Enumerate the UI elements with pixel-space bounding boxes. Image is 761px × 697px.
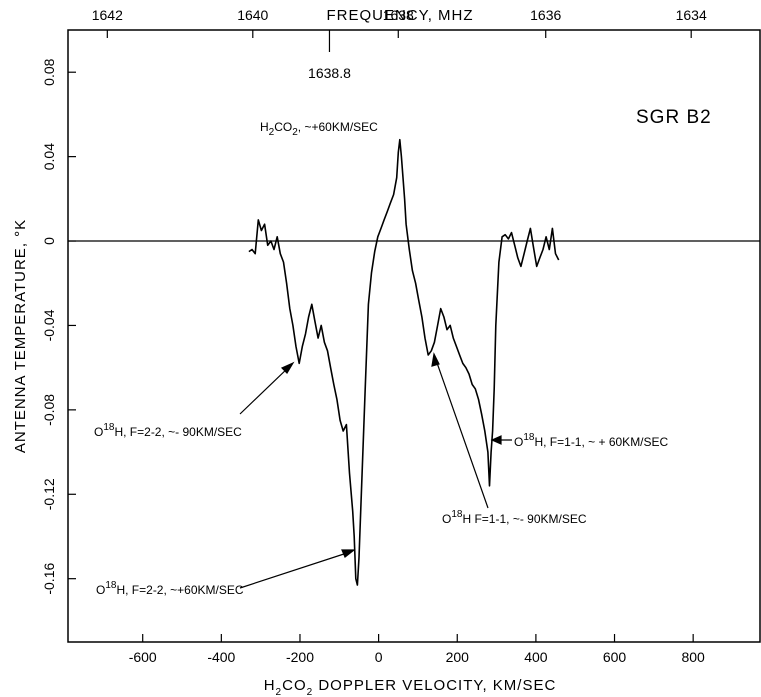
annotation-o18h-22-m90: O18H, F=2-2, ~- 90KM/SEC [94, 422, 242, 439]
top-tick-label: 1634 [676, 7, 707, 23]
y-tick-label: 0.08 [41, 58, 57, 85]
x-axis-title-h: H [264, 677, 276, 694]
annotation-arrows [239, 352, 512, 589]
annotation-o18h-11-p60: O18H, F=1-1, ~ + 60KM/SEC [514, 432, 669, 449]
arrowhead-o18h-11-m90 [431, 352, 440, 367]
x-tick-label: -400 [207, 649, 235, 665]
x-axis-title-rest: DOPPLER VELOCITY, KM/SEC [313, 677, 556, 694]
x-tick-label: 800 [681, 649, 705, 665]
spectrum-series-line [248, 138, 560, 586]
x-axis-title: H2CO2 DOPPLER VELOCITY, KM/SEC [264, 677, 557, 697]
y-tick-label: -0.08 [41, 394, 57, 426]
x-tick-label: 0 [375, 649, 383, 665]
x-axis-title-co: CO [282, 677, 307, 694]
y-tick-label: -0.16 [41, 563, 57, 595]
y-axis-title: ANTENNA TEMPERATURE, °K [12, 219, 29, 453]
x-tick-label: 600 [603, 649, 627, 665]
y-tick-label: -0.12 [41, 478, 57, 510]
x-tick-label: 400 [524, 649, 548, 665]
x-axis-title-sub2: 2 [307, 687, 314, 697]
top-tick-label: 1636 [530, 7, 561, 23]
arrow-o18h-22-p60 [239, 551, 351, 589]
annotation-h2co: H2CO2, ~+60KM/SEC [260, 120, 378, 138]
arrowhead-o18h-22-p60 [341, 549, 356, 558]
x-tick-label: -600 [129, 649, 157, 665]
plot-frame [67, 29, 761, 643]
x-tick-label: 200 [446, 649, 470, 665]
tick-layer [68, 30, 694, 642]
annotation-source: SGR B2 [636, 107, 712, 128]
top-axis-title: FREQUENCY, MHZ [326, 7, 473, 24]
arrowhead-o18h-22-m90 [280, 361, 295, 374]
arrowhead-o18h-11-p60 [490, 435, 502, 445]
top-tick-label: 1640 [237, 7, 268, 23]
x-axis-title-sub1: 2 [276, 687, 283, 697]
tick-label-layer: -600 -400 -200 0 200 400 600 800 0.08 0.04 0 -0.04 -… [41, 7, 707, 665]
arrow-o18h-11-m90 [435, 359, 489, 509]
arrow-o18h-22-m90 [239, 365, 291, 415]
annotation-o18h-22-p60: O18H, F=2-2, ~+60KM/SEC [96, 580, 244, 597]
y-tick-label: 0.04 [41, 143, 57, 170]
annotation-o18h-11-m90: O18H F=1-1, ~- 90KM/SEC [442, 509, 587, 526]
x-tick-label: -200 [286, 649, 314, 665]
reference-mark-label: 1638.8 [308, 65, 351, 81]
y-tick-label: -0.04 [41, 309, 57, 341]
top-tick-label: 1642 [92, 7, 123, 23]
y-tick-label: 0 [41, 237, 57, 245]
top-tick-label: 1638 [383, 7, 414, 23]
